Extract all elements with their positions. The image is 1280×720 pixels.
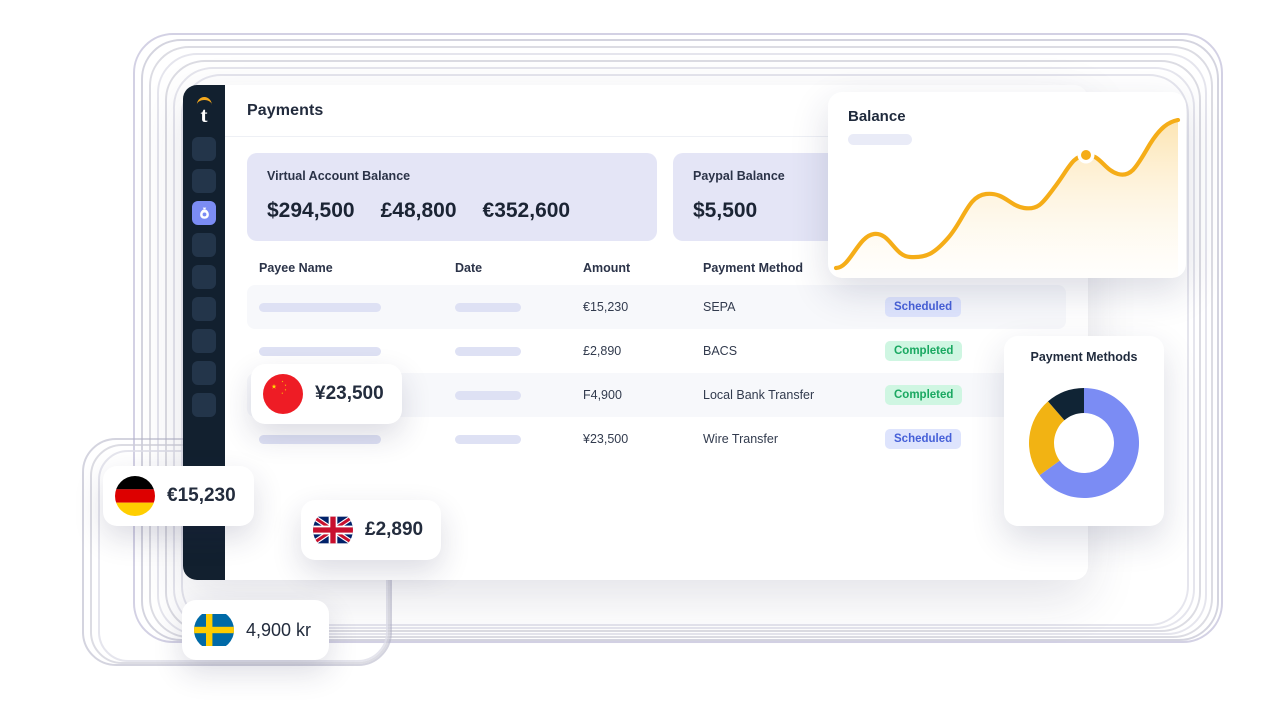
logo-letter: t: [200, 103, 208, 127]
sidebar-item-9[interactable]: [192, 393, 216, 417]
payee-skeleton: [259, 434, 381, 444]
money-bag-icon: [199, 207, 209, 219]
table-row[interactable]: ¥23,500 Wire Transfer Scheduled: [247, 417, 1066, 461]
cell-amount: £2,890: [583, 344, 622, 358]
virtual-account-balance-values: $294,500 £48,800 €352,600: [267, 199, 637, 223]
cell-payee-name: [259, 302, 455, 312]
chart-marker-dot: [1081, 150, 1091, 160]
balance-card-title: Balance: [848, 108, 906, 125]
payment-methods-title: Payment Methods: [1030, 350, 1138, 364]
paypal-balance-value: $5,500: [693, 199, 758, 222]
cell-amount: ¥23,500: [583, 432, 629, 446]
date-skeleton: [455, 434, 521, 444]
decorative-stack-layer-1: [133, 33, 1223, 643]
flag-de-icon: [115, 476, 155, 516]
currency-pill-germany[interactable]: €15,230: [103, 466, 254, 526]
cell-status: Completed: [885, 341, 1054, 361]
column-header-amount: Amount: [583, 261, 631, 275]
currency-pill-amount: £2,890: [365, 519, 424, 540]
table-row[interactable]: £2,890 BACS Completed: [247, 329, 1066, 373]
cell-status: Scheduled: [885, 297, 1054, 317]
sidebar-item-2[interactable]: [192, 169, 216, 193]
sidebar-item-5[interactable]: [192, 265, 216, 289]
donut-segment-other: [1048, 388, 1084, 421]
date-skeleton: [455, 302, 521, 312]
sidebar-item-payments[interactable]: [192, 201, 216, 225]
currency-pill-amount: 4,900 kr: [246, 619, 312, 640]
donut-segment-card: [1029, 401, 1065, 476]
balance-subtitle-skeleton: [848, 134, 912, 145]
cell-date: [455, 434, 583, 444]
status-badge: Scheduled: [885, 429, 962, 449]
table-row[interactable]: €15,230 SEPA Scheduled: [247, 285, 1066, 329]
sidebar-item-6[interactable]: [192, 297, 216, 321]
balance-value-gbp: £48,800: [380, 199, 457, 222]
payment-methods-donut-chart: [1029, 388, 1140, 498]
balance-chart-card: Balance: [828, 92, 1186, 278]
decorative-stack-layer-4: [157, 53, 1207, 635]
payee-skeleton: [259, 346, 381, 356]
balance-value-eur: €352,600: [482, 199, 571, 222]
currency-pill-amount: €15,230: [167, 485, 236, 506]
paypal-balance-values: $5,500: [693, 199, 1046, 223]
sidebar-item-4[interactable]: [192, 233, 216, 257]
cell-date: [455, 302, 583, 312]
cell-payment-method: SEPA: [703, 300, 736, 314]
column-header-payee-name: Payee Name: [259, 261, 333, 275]
flag-cn-icon: [263, 374, 303, 414]
app-window: t Payments: [183, 85, 1088, 580]
status-badge: Scheduled: [885, 297, 962, 317]
column-header-date: Date: [455, 261, 483, 275]
balance-value-usd: $294,500: [267, 199, 355, 222]
cell-status: Scheduled: [885, 429, 1054, 449]
currency-pill-china[interactable]: ¥23,500: [251, 364, 402, 424]
status-badge: Completed: [885, 385, 963, 405]
cell-payment-method: Local Bank Transfer: [703, 388, 815, 402]
cell-payee-name: [259, 346, 455, 356]
cell-status: Completed: [885, 385, 1054, 405]
date-skeleton: [455, 390, 521, 400]
flag-se-icon: [194, 610, 234, 650]
decorative-stack-layer-7: [181, 74, 1189, 626]
decorative-stack-layer-2: [141, 39, 1219, 641]
cell-date: [455, 346, 583, 356]
sidebar-item-7[interactable]: [192, 329, 216, 353]
decorative-stack-layer-6: [173, 67, 1195, 629]
cell-date: [455, 390, 583, 400]
cell-payment-method: BACS: [703, 344, 738, 358]
status-badge: Completed: [885, 341, 963, 361]
payment-methods-card: Payment Methods: [1004, 336, 1164, 526]
cell-amount: €15,230: [583, 300, 629, 314]
decorative-stack-layer-3: [149, 46, 1213, 638]
date-skeleton: [455, 346, 521, 356]
balance-area-chart: [833, 118, 1181, 278]
brand-logo-t[interactable]: t: [191, 95, 217, 129]
decorative-stack-layer-5: [165, 60, 1201, 632]
paypal-balance-label: Paypal Balance: [693, 169, 785, 183]
cell-amount: F4,900: [583, 388, 622, 402]
payee-skeleton: [259, 302, 381, 312]
column-header-payment-method: Payment Method: [703, 261, 804, 275]
currency-pill-sweden[interactable]: 4,900 kr: [182, 600, 330, 660]
sidebar-item-1[interactable]: [192, 137, 216, 161]
cell-payment-method: Wire Transfer: [703, 432, 779, 446]
page-title: Payments: [247, 101, 324, 119]
top-bar: Payments: [225, 85, 1088, 137]
cell-payee-name: [259, 434, 455, 444]
currency-pill-uk[interactable]: £2,890: [301, 500, 442, 560]
virtual-account-balance-card: Virtual Account Balance $294,500 £48,800…: [247, 153, 657, 241]
payments-table: Payee Name Date Amount Payment Method St…: [247, 261, 1066, 461]
flag-gb-icon: [313, 510, 353, 550]
virtual-account-balance-label: Virtual Account Balance: [267, 169, 411, 183]
sidebar-item-8[interactable]: [192, 361, 216, 385]
donut-segment-bank-transfer: [1039, 388, 1140, 498]
logo-arc-icon: [196, 97, 212, 105]
payment-methods-donut-wrap: [1023, 382, 1145, 509]
currency-pill-amount: ¥23,500: [315, 383, 384, 404]
